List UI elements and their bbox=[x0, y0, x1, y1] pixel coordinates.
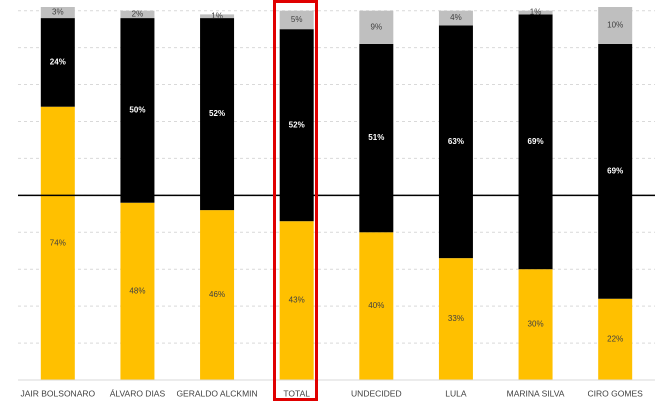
bar-segment bbox=[120, 10, 155, 19]
bar-segment bbox=[598, 298, 633, 380]
data-label: 43% bbox=[289, 296, 305, 305]
data-label: 30% bbox=[528, 320, 544, 329]
data-label: 2% bbox=[132, 9, 144, 18]
data-label: 10% bbox=[607, 21, 623, 30]
x-tick-label: ÁLVARO DIAS bbox=[110, 388, 166, 398]
bar-segment bbox=[40, 106, 75, 381]
data-label: 22% bbox=[607, 334, 623, 343]
bar-segment bbox=[438, 258, 473, 380]
bar-segment bbox=[200, 14, 235, 19]
bar-segment bbox=[359, 10, 394, 44]
x-tick-label: MARINA SILVA bbox=[507, 388, 565, 398]
x-tick-label: GERALDO ALCKMIN bbox=[176, 388, 257, 398]
bar-segment bbox=[598, 43, 633, 299]
bar-segment bbox=[438, 25, 473, 259]
data-label: 52% bbox=[289, 120, 305, 129]
data-label: 69% bbox=[528, 137, 544, 146]
bar-segment bbox=[120, 18, 155, 203]
bar-segment bbox=[518, 14, 553, 270]
bar-segment bbox=[200, 210, 235, 380]
x-tick-label: CIRO GOMES bbox=[588, 388, 644, 398]
data-label: 51% bbox=[368, 133, 384, 142]
bar-segment bbox=[200, 18, 235, 211]
bar-segment bbox=[438, 10, 473, 26]
bar-segment bbox=[359, 232, 394, 380]
data-label: 46% bbox=[209, 290, 225, 299]
bar-segment bbox=[40, 18, 75, 107]
bar-segment bbox=[359, 43, 394, 233]
data-label: 24% bbox=[50, 58, 66, 67]
bar-segment bbox=[598, 7, 633, 44]
bar-segment bbox=[40, 7, 75, 19]
bar-segment bbox=[279, 29, 314, 222]
data-label: 40% bbox=[368, 301, 384, 310]
data-label: 4% bbox=[450, 13, 462, 22]
data-label: 9% bbox=[371, 22, 383, 31]
data-label: 1% bbox=[530, 8, 542, 17]
data-label: 74% bbox=[50, 238, 66, 247]
data-label: 1% bbox=[211, 11, 223, 20]
data-label: 52% bbox=[209, 109, 225, 118]
bar-segment bbox=[518, 269, 553, 380]
data-label: 33% bbox=[448, 314, 464, 323]
x-tick-label: TOTAL bbox=[283, 388, 310, 398]
data-label: 3% bbox=[52, 8, 64, 17]
highlight-box bbox=[273, 0, 318, 401]
data-label: 48% bbox=[129, 286, 145, 295]
bar-segment bbox=[279, 10, 314, 30]
data-label: 63% bbox=[448, 137, 464, 146]
bar-segment bbox=[279, 221, 314, 380]
data-label: 5% bbox=[291, 15, 303, 24]
x-tick-label: JAIR BOLSONARO bbox=[20, 388, 95, 398]
x-tick-label: LULA bbox=[445, 388, 467, 398]
data-label: 69% bbox=[607, 166, 623, 175]
bar-segment bbox=[120, 202, 155, 380]
data-label: 50% bbox=[129, 106, 145, 115]
x-tick-label: UNDECIDED bbox=[351, 388, 402, 398]
bar-segment bbox=[518, 10, 553, 15]
